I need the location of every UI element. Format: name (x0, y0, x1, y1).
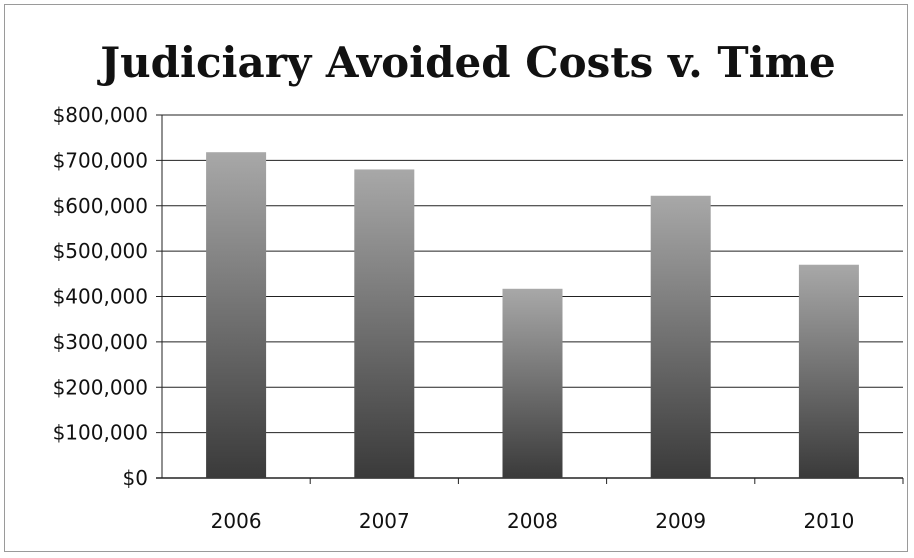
x-tick-label: 2006 (211, 509, 262, 533)
y-tick-label: $700,000 (53, 148, 148, 172)
y-tick-label: $400,000 (53, 285, 148, 309)
y-tick-label: $800,000 (53, 103, 148, 127)
x-tick-label: 2009 (655, 509, 706, 533)
x-tick-label: 2008 (507, 509, 558, 533)
y-tick-label: $100,000 (53, 421, 148, 445)
y-tick-label: $600,000 (53, 194, 148, 218)
y-tick-label: $500,000 (53, 239, 148, 263)
x-axis-ticks: 2006 2007 2008 2009 2010 (211, 509, 855, 533)
y-tick-label: $0 (123, 466, 148, 490)
chart-frame (4, 4, 908, 552)
y-tick-label: $300,000 (53, 330, 148, 354)
gridlines (156, 114, 904, 484)
bar-2010 (798, 264, 859, 478)
bar-2009 (650, 195, 711, 478)
bars (206, 152, 859, 478)
y-tick-label: $200,000 (53, 375, 148, 399)
bar-2008 (502, 288, 563, 478)
bar-2007 (354, 169, 415, 478)
x-tick-label: 2007 (359, 509, 410, 533)
chart-title: Judiciary Avoided Costs v. Time (96, 38, 836, 87)
y-axis-ticks: $0 $100,000 $200,000 $300,000 $400,000 $500,0… (53, 103, 148, 490)
bar-2006 (206, 152, 267, 478)
x-tick-label: 2010 (803, 509, 854, 533)
